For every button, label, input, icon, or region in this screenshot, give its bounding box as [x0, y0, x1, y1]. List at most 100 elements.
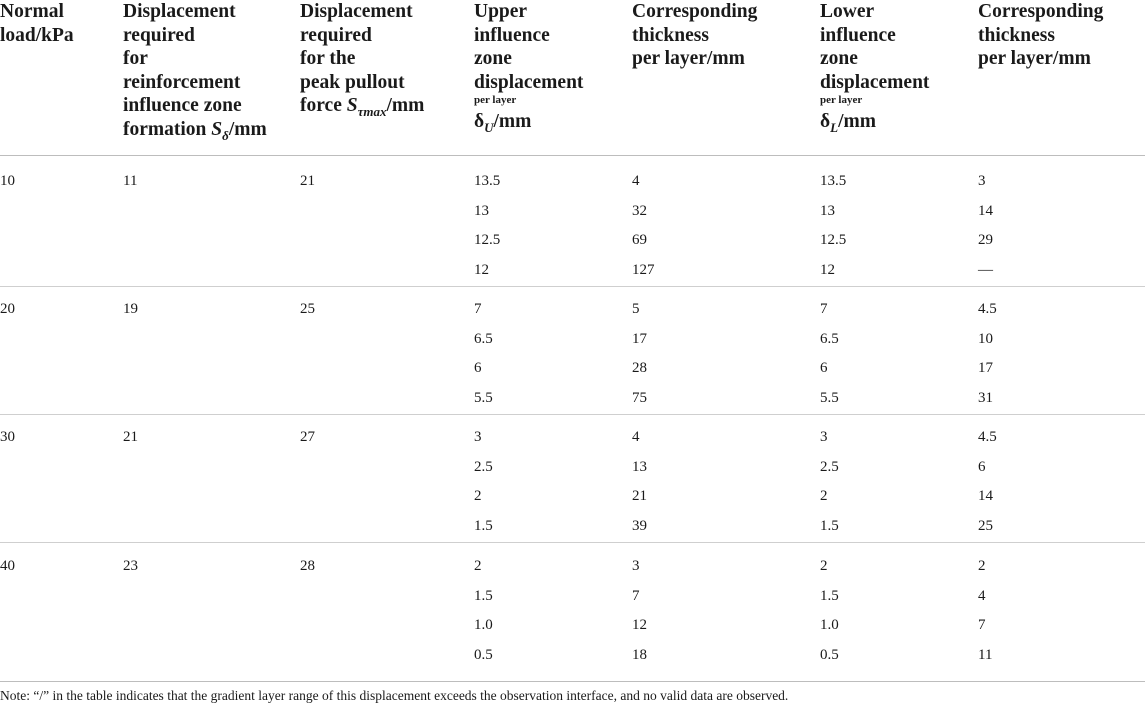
header-unit: /mm — [228, 118, 267, 140]
header-text: force — [300, 95, 347, 116]
row-divider — [0, 414, 1145, 415]
cell-upper-displacement: 13 — [474, 202, 489, 219]
cell-upper-thickness: 3 — [632, 558, 640, 574]
header-line: Corresponding — [978, 1, 1104, 22]
cell-lower-thickness: 11 — [978, 646, 993, 663]
header-line: per layer/mm — [632, 48, 745, 69]
cell-upper-thickness: 69 — [632, 232, 647, 248]
header-line: for the — [300, 48, 356, 69]
cell-lower-displacement: 1.5 — [820, 517, 839, 534]
cell-lower-thickness: 14 — [978, 488, 993, 504]
header-line: thickness — [978, 24, 1055, 46]
cell-upper-thickness: 4 — [632, 429, 640, 445]
header-line: zone — [474, 48, 512, 69]
table-note: Note: “/” in the table indicates that th… — [0, 688, 789, 703]
cell-lower-displacement: 3 — [820, 429, 828, 445]
header-line: displacement — [474, 71, 584, 93]
cell-s-tmax: 28 — [300, 558, 315, 574]
cell-lower-thickness: 2 — [978, 558, 986, 574]
cell-upper-displacement: 3 — [474, 429, 482, 445]
header-unit: /mm — [838, 111, 876, 132]
symbol-subscript: L — [830, 119, 839, 135]
cell-upper-thickness: 75 — [632, 389, 647, 406]
cell-lower-thickness: — — [978, 261, 993, 278]
header-lower-influence-zone: Lower influence zone displacement per la… — [820, 0, 929, 139]
header-line: Corresponding — [632, 1, 758, 22]
cell-lower-thickness: 3 — [978, 173, 986, 189]
symbol-delta: δ — [474, 111, 485, 132]
cell-upper-displacement: 1.5 — [474, 517, 493, 534]
cell-lower-thickness: 7 — [978, 617, 986, 633]
cell-upper-displacement: 0.5 — [474, 646, 493, 663]
cell-upper-thickness: 13 — [632, 458, 647, 475]
header-line: Upper — [474, 1, 528, 22]
header-line: Normal — [0, 1, 64, 22]
cell-lower-displacement: 13 — [820, 202, 835, 219]
cell-s-tmax: 25 — [300, 301, 315, 317]
header-line: influence — [474, 24, 550, 46]
cell-normal-load: 10 — [0, 173, 15, 189]
cell-lower-displacement: 2 — [820, 558, 828, 574]
cell-upper-thickness: 5 — [632, 301, 640, 317]
cell-lower-displacement: 13.5 — [820, 173, 847, 189]
cell-upper-thickness: 28 — [632, 360, 647, 376]
symbol-subscript: U — [484, 119, 494, 135]
cell-lower-displacement: 6.5 — [820, 330, 839, 347]
header-line: force Sτmax/mm — [300, 94, 424, 123]
cell-upper-displacement: 2.5 — [474, 458, 493, 475]
header-line: for — [123, 48, 148, 69]
cell-upper-displacement: 12 — [474, 261, 489, 278]
cell-upper-thickness: 127 — [632, 261, 655, 278]
cell-normal-load: 40 — [0, 558, 15, 574]
cell-upper-thickness: 21 — [632, 488, 647, 504]
header-upper-influence-zone: Upper influence zone displacement per la… — [474, 0, 583, 139]
cell-lower-thickness: 31 — [978, 389, 993, 406]
cell-upper-displacement: 6 — [474, 360, 482, 376]
cell-upper-displacement: 2 — [474, 488, 482, 504]
header-line: Displacement — [123, 1, 236, 22]
cell-lower-thickness: 6 — [978, 458, 986, 475]
cell-upper-displacement: 6.5 — [474, 330, 493, 347]
header-line: Displacement — [300, 1, 413, 22]
header-line: per layer/mm — [978, 48, 1091, 69]
cell-lower-thickness: 25 — [978, 517, 993, 534]
header-line: peak pullout — [300, 71, 405, 93]
row-divider — [0, 286, 1145, 287]
header-line: required — [123, 24, 195, 46]
header-divider — [0, 155, 1145, 156]
cell-lower-thickness: 17 — [978, 360, 993, 376]
cell-lower-displacement: 6 — [820, 360, 828, 376]
header-line: reinforcement — [123, 71, 241, 93]
cell-lower-thickness: 4.5 — [978, 429, 997, 445]
cell-lower-displacement: 12 — [820, 261, 835, 278]
header-text: formation — [123, 118, 212, 140]
cell-lower-thickness: 4 — [978, 587, 986, 604]
cell-normal-load: 20 — [0, 301, 15, 317]
symbol-s: S — [346, 95, 358, 116]
header-line: Lower — [820, 1, 875, 22]
cell-lower-displacement: 12.5 — [820, 232, 847, 248]
cell-s-delta: 23 — [123, 558, 138, 574]
header-line: load/kPa — [0, 24, 74, 46]
cell-s-tmax: 27 — [300, 429, 315, 445]
cell-upper-thickness: 32 — [632, 202, 647, 219]
header-line: thickness — [632, 24, 709, 46]
header-line: δL/mm — [820, 110, 929, 139]
cell-upper-thickness: 12 — [632, 617, 647, 633]
header-small-note: per layer — [820, 94, 863, 106]
header-upper-thickness: Corresponding thickness per layer/mm — [632, 0, 757, 71]
cell-upper-displacement: 1.5 — [474, 587, 493, 604]
cell-lower-thickness: 14 — [978, 202, 993, 219]
cell-upper-thickness: 4 — [632, 173, 640, 189]
row-divider — [0, 542, 1145, 543]
cell-lower-thickness: 4.5 — [978, 301, 997, 317]
header-unit: /mm — [386, 95, 425, 116]
cell-upper-displacement: 2 — [474, 558, 482, 574]
cell-upper-thickness: 39 — [632, 517, 647, 534]
symbol-s: S — [211, 118, 223, 140]
cell-lower-displacement: 1.5 — [820, 587, 839, 604]
header-line: required — [300, 24, 372, 46]
cell-upper-displacement: 13.5 — [474, 173, 501, 189]
cell-lower-displacement: 1.0 — [820, 617, 839, 633]
header-line: δU/mm — [474, 110, 583, 139]
